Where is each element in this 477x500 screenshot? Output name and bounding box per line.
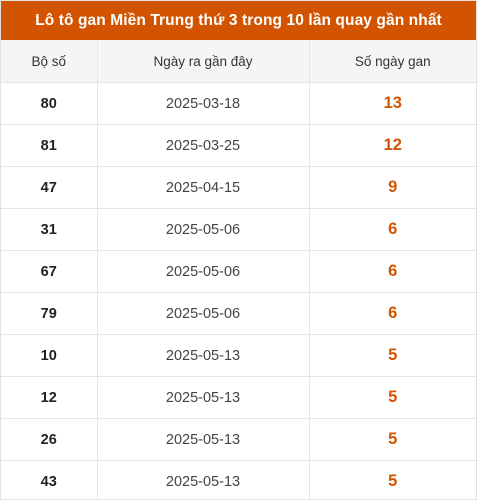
cell-date: 2025-03-25 [97, 124, 310, 167]
cell-days: 5 [309, 376, 476, 419]
cell-number: 81 [1, 124, 98, 167]
cell-date: 2025-05-13 [97, 460, 310, 499]
cell-date: 2025-05-13 [97, 418, 310, 461]
cell-date: 2025-05-13 [97, 334, 310, 377]
cell-days: 5 [309, 334, 476, 377]
cell-days: 9 [309, 166, 476, 209]
table-row: 81 2025-03-25 12 [1, 124, 476, 167]
cell-date: 2025-05-06 [97, 250, 310, 293]
cell-days: 13 [309, 82, 476, 125]
cell-date: 2025-05-06 [97, 208, 310, 251]
cell-number: 26 [1, 418, 98, 461]
table-row: 26 2025-05-13 5 [1, 418, 476, 461]
header-number: Bộ số [1, 40, 98, 83]
cell-days: 12 [309, 124, 476, 167]
table-row: 31 2025-05-06 6 [1, 208, 476, 251]
cell-days: 6 [309, 250, 476, 293]
cell-number: 10 [1, 334, 98, 377]
cell-number: 31 [1, 208, 98, 251]
table-row: 80 2025-03-18 13 [1, 82, 476, 125]
cell-number: 80 [1, 82, 98, 125]
cell-days: 6 [309, 208, 476, 251]
cell-number: 43 [1, 460, 98, 499]
cell-days: 5 [309, 418, 476, 461]
table-row: 67 2025-05-06 6 [1, 250, 476, 293]
cell-date: 2025-04-15 [97, 166, 310, 209]
table-row: 43 2025-05-13 5 [1, 460, 476, 499]
cell-days: 6 [309, 292, 476, 335]
table-row: 12 2025-05-13 5 [1, 376, 476, 419]
table-row: 10 2025-05-13 5 [1, 334, 476, 377]
table-row: 79 2025-05-06 6 [1, 292, 476, 335]
cell-number: 47 [1, 166, 98, 209]
table-title: Lô tô gan Miền Trung thứ 3 trong 10 lần … [1, 1, 476, 40]
cell-date: 2025-05-13 [97, 376, 310, 419]
lo-gan-table: Bộ số Ngày ra gần đây Số ngày gan 80 202… [1, 40, 476, 499]
cell-number: 12 [1, 376, 98, 419]
cell-date: 2025-03-18 [97, 82, 310, 125]
cell-days: 5 [388, 472, 398, 490]
table-header: Bộ số Ngày ra gần đây Số ngày gan [1, 40, 476, 83]
table-row: 47 2025-04-15 9 [1, 166, 476, 209]
table-body: 80 2025-03-18 13 81 2025-03-25 12 47 202… [1, 82, 476, 499]
header-row: Bộ số Ngày ra gần đây Số ngày gan [1, 40, 476, 83]
header-date: Ngày ra gần đây [97, 40, 310, 83]
header-days: Số ngày gan [309, 40, 476, 83]
cell-date: 2025-05-06 [97, 292, 310, 335]
cell-number: 79 [1, 292, 98, 335]
cell-number: 67 [1, 250, 98, 293]
